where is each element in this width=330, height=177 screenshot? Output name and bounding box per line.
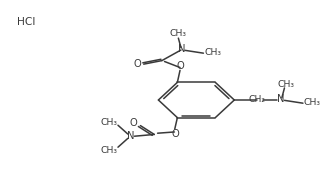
- Text: O: O: [130, 118, 138, 129]
- Text: N: N: [278, 95, 285, 104]
- Text: CH₃: CH₃: [100, 146, 117, 155]
- Text: N: N: [178, 44, 185, 55]
- Text: HCl: HCl: [16, 17, 35, 27]
- Text: CH₃: CH₃: [100, 118, 117, 127]
- Text: CH₃: CH₃: [278, 80, 295, 88]
- Text: CH₃: CH₃: [204, 48, 221, 57]
- Text: O: O: [172, 129, 180, 139]
- Text: CH₃: CH₃: [170, 29, 187, 38]
- Text: O: O: [176, 61, 184, 71]
- Text: N: N: [127, 131, 135, 141]
- Text: O: O: [133, 59, 141, 69]
- Text: CH₃: CH₃: [304, 98, 321, 107]
- Text: CH₂: CH₂: [248, 95, 266, 104]
